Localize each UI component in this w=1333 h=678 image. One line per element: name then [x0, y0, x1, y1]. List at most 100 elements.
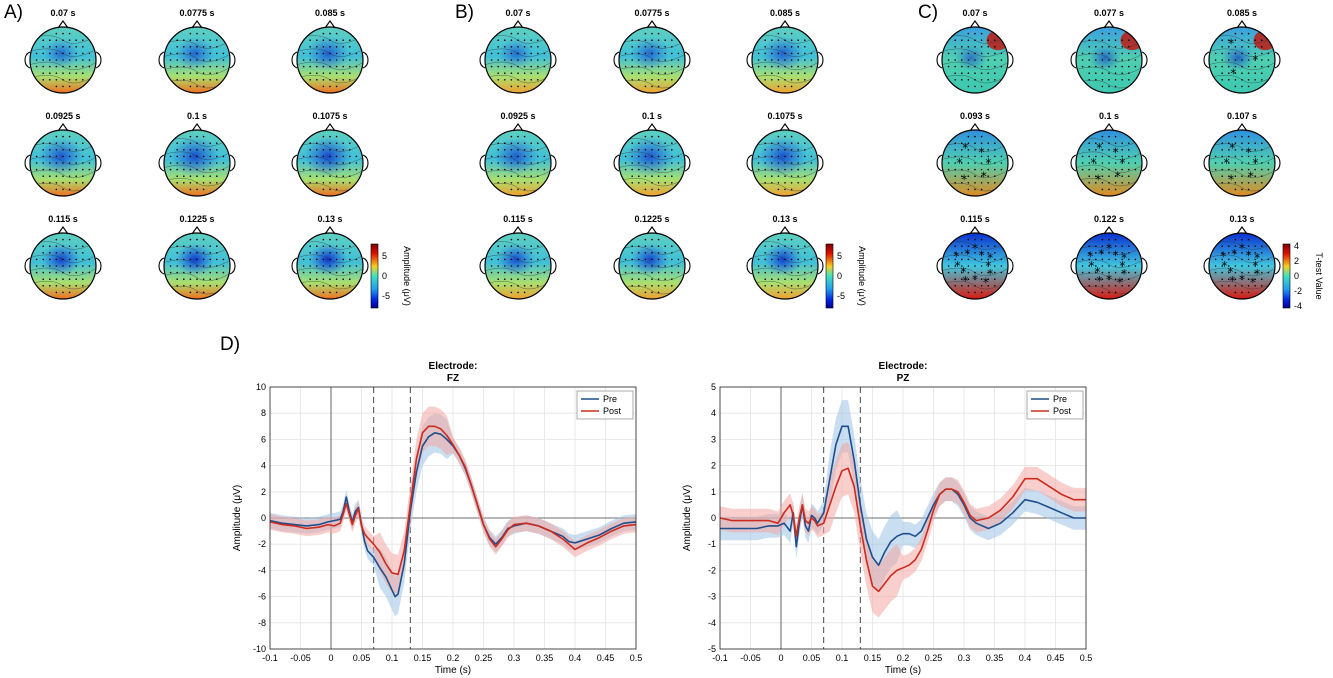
svg-text:*: *	[1113, 249, 1119, 263]
svg-text:*: *	[1121, 251, 1127, 265]
topomap-panel-a: 0.07 s 0.0775 s 0.085 s 0.0925 s 0.1 s 0.1075…	[24, 8, 412, 309]
x-tick-label: 0	[778, 653, 783, 663]
x-tick-label: 0.3	[508, 653, 521, 663]
x-tick-label: -0.05	[290, 653, 311, 663]
svg-text:*: *	[1094, 265, 1100, 279]
topomap-time-label: 0.107 s	[1227, 111, 1257, 121]
legend-entry: Post	[603, 406, 622, 416]
chart-subtitle: PZ	[897, 373, 910, 384]
topomap-head	[24, 226, 102, 300]
colorbar-tick-label: -2	[1294, 286, 1302, 296]
legend-entry: Pre	[603, 394, 617, 404]
topomap-time-label: 0.07 s	[962, 8, 987, 18]
topomap-head	[291, 20, 369, 94]
topomap-head	[24, 123, 102, 197]
svg-text:*: *	[1096, 141, 1102, 155]
y-tick-label: 4	[711, 408, 716, 418]
topomap-time-label: 0.13 s	[772, 214, 797, 224]
y-tick-label: 8	[261, 408, 266, 418]
x-tick-label: 0.25	[925, 653, 943, 663]
topomap-head	[479, 123, 557, 197]
svg-text:*: *	[1224, 156, 1230, 170]
svg-text:*: *	[985, 156, 991, 170]
svg-text:*: *	[987, 267, 993, 281]
colorbar-tick-label: 0	[1294, 271, 1299, 281]
y-tick-label: -2	[708, 565, 716, 575]
y-tick-label: 0	[711, 513, 716, 523]
topomap-head	[746, 226, 824, 300]
topomap-head	[479, 20, 557, 94]
topomap-time-label: 0.115 s	[503, 214, 533, 224]
y-tick-label: 2	[711, 461, 716, 471]
svg-text:*: *	[1119, 259, 1125, 273]
svg-text:*: *	[979, 249, 985, 263]
x-tick-label: -0.1	[712, 653, 728, 663]
colorbar-tick-label: 0	[837, 271, 842, 281]
svg-text:*: *	[1254, 251, 1260, 265]
svg-text:*: *	[1228, 36, 1234, 50]
x-tick-label: 0.05	[803, 653, 821, 663]
x-tick-label: 0.05	[353, 653, 371, 663]
y-axis-label: Amplitude (μV)	[682, 485, 693, 551]
colorbar-tick-label: -4	[1294, 301, 1302, 311]
topomap-time-label: 0.1 s	[187, 111, 207, 121]
colorbar	[1282, 243, 1291, 309]
x-tick-label: 0.15	[414, 653, 432, 663]
legend	[1026, 390, 1084, 420]
topomap-head	[479, 226, 557, 300]
svg-text:*: *	[1252, 53, 1258, 67]
svg-text:*: *	[981, 169, 987, 183]
topomap-head	[24, 20, 102, 94]
svg-text:*: *	[1227, 265, 1233, 279]
topomap-time-label: 0.122 s	[1094, 214, 1124, 224]
svg-text:*: *	[1246, 146, 1252, 160]
topomap-head: ******** * ** *	[1070, 226, 1148, 300]
colorbar-tick-label: 2	[1294, 256, 1299, 266]
svg-text:*: *	[1252, 259, 1258, 273]
topomap-time-label: 0.115 s	[48, 214, 78, 224]
topomap-time-label: 0.1225 s	[179, 214, 214, 224]
chart-subtitle: FZ	[447, 373, 459, 384]
svg-text:*: *	[1228, 173, 1234, 187]
y-axis-label: Amplitude (μV)	[232, 485, 243, 551]
x-tick-label: 0.45	[597, 653, 615, 663]
topomap-time-label: 0.07 s	[50, 8, 75, 18]
svg-text:*: *	[1220, 249, 1226, 263]
svg-text:*: *	[1229, 274, 1235, 288]
x-tick-label: 0.5	[1080, 653, 1093, 663]
x-axis-label: Time (s)	[435, 665, 471, 676]
y-tick-label: 2	[261, 487, 266, 497]
colorbar-label: Amplitude (μV)	[402, 246, 412, 306]
svg-text:*: *	[1239, 242, 1245, 256]
x-tick-label: 0.35	[536, 653, 554, 663]
topomap-head: * * *	[1203, 20, 1281, 94]
colorbar-tick-label: 0	[382, 271, 387, 281]
svg-text:*: *	[1250, 276, 1256, 290]
svg-text:*: *	[1096, 274, 1102, 288]
x-tick-label: 0.25	[475, 653, 493, 663]
svg-text:*: *	[972, 273, 978, 287]
colorbar-tick-label: 5	[837, 251, 842, 261]
x-tick-label: 0.1	[836, 653, 849, 663]
topomap-time-label: 0.13 s	[317, 214, 342, 224]
legend-entry: Pre	[1053, 394, 1067, 404]
y-tick-label: 4	[261, 461, 266, 471]
topomap-head: ***** *	[1203, 123, 1281, 197]
svg-text:*: *	[1095, 173, 1101, 187]
erp-chart-pz: -0.1 -0.05 0 0.05 0.1 0.15 0.2 0.25 0.3 0.35 0.4 0.…	[682, 361, 1093, 676]
svg-text:*: *	[1230, 66, 1236, 80]
x-tick-label: 0.45	[1047, 653, 1065, 663]
svg-text:*: *	[1117, 276, 1123, 290]
svg-text:*: *	[1246, 249, 1252, 263]
svg-text:*: *	[1254, 267, 1260, 281]
panel-label-b: B)	[455, 2, 474, 23]
x-tick-label: 0.35	[986, 653, 1004, 663]
y-tick-label: 3	[711, 434, 716, 444]
chart-title: Electrode:	[429, 361, 478, 372]
x-tick-label: -0.05	[740, 653, 761, 663]
colorbar	[370, 243, 379, 309]
topomap-head: ***** *	[1070, 123, 1148, 197]
svg-text:*: *	[962, 274, 968, 288]
plot-frame	[719, 386, 1087, 650]
svg-text:*: *	[1088, 259, 1094, 273]
